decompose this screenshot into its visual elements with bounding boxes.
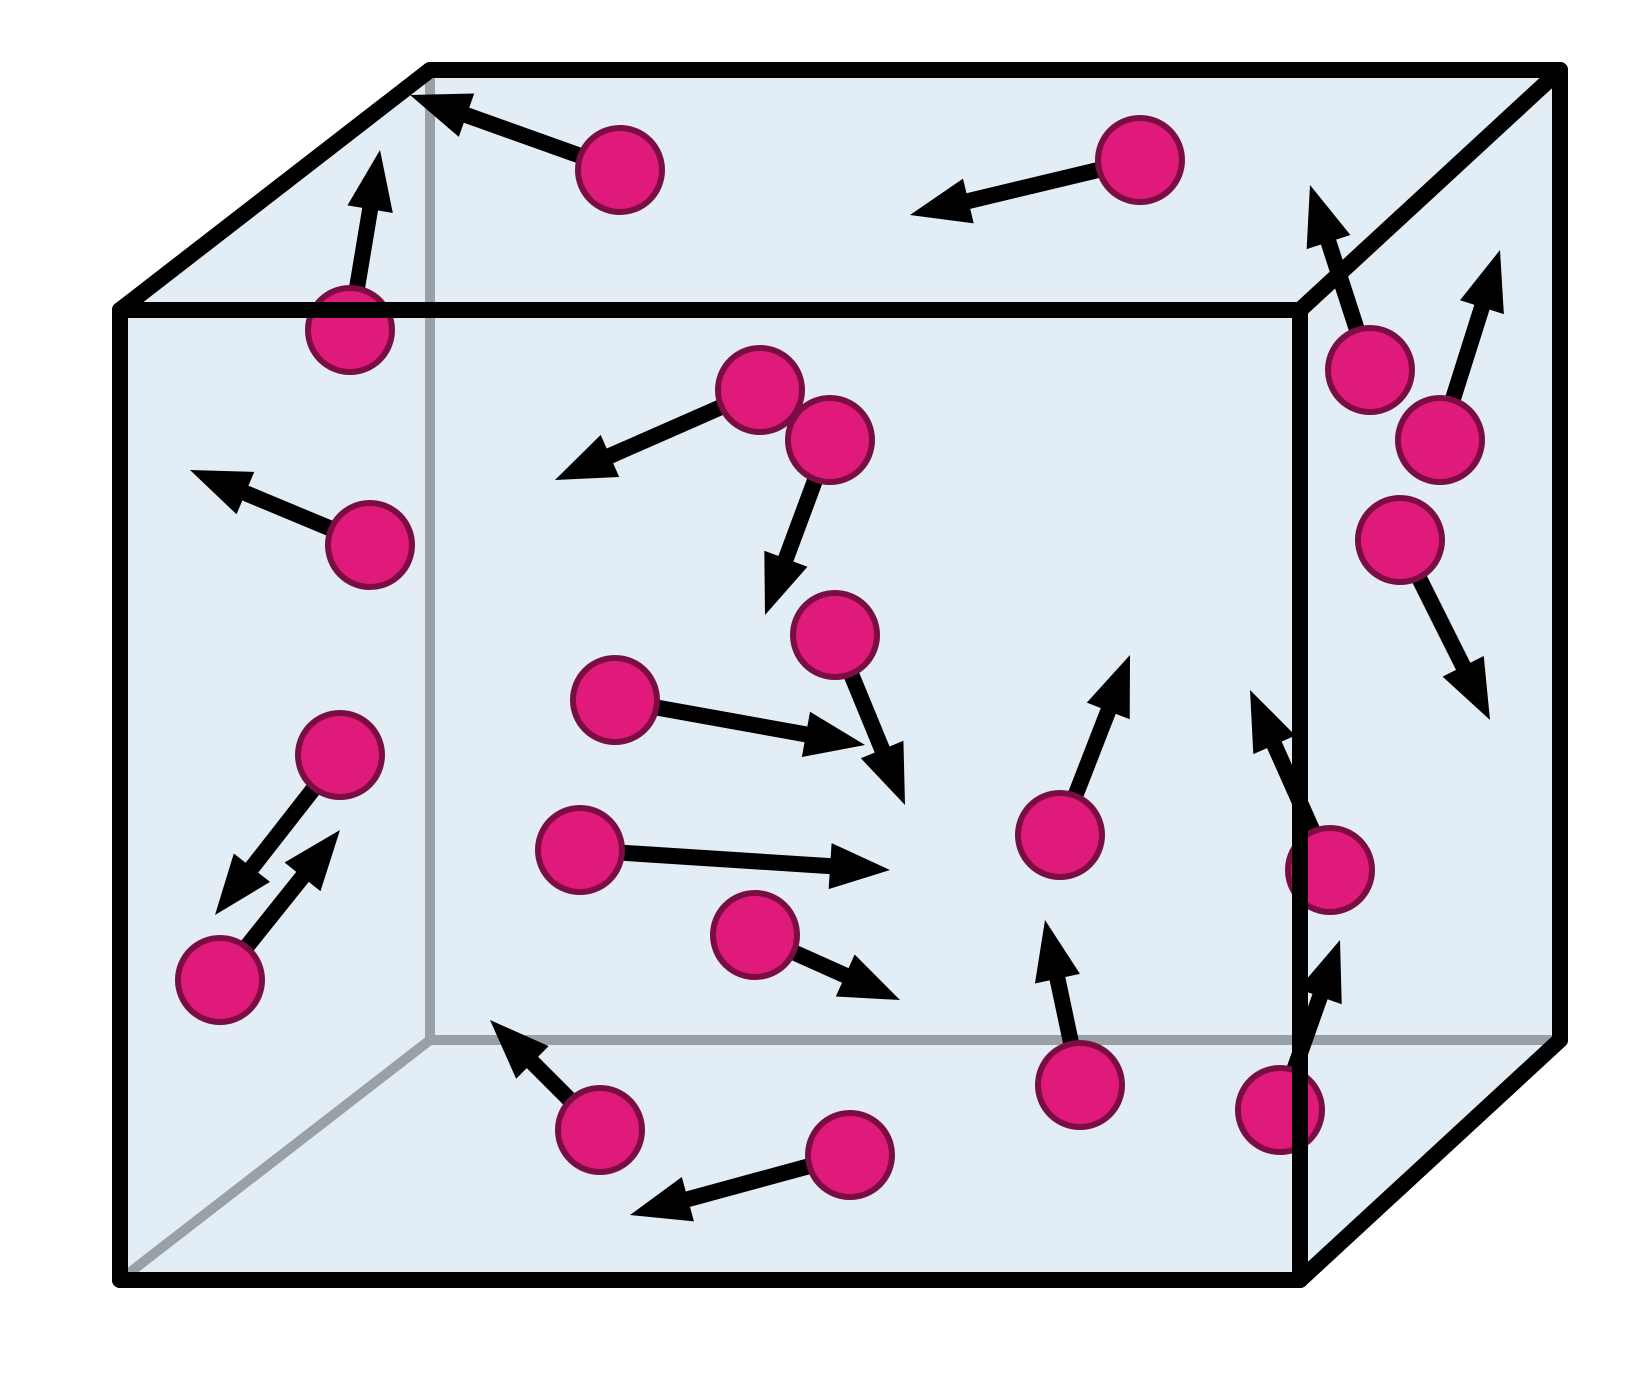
particle-dot [713, 893, 797, 977]
particle-dot [328, 503, 412, 587]
particle-dot [1398, 398, 1482, 482]
particle-dot [178, 938, 262, 1022]
particle-dot [1018, 793, 1102, 877]
particle-dot [788, 398, 872, 482]
particle-dot [1328, 328, 1412, 412]
particle-dot [298, 713, 382, 797]
particle-dot [578, 128, 662, 212]
particle-dot [573, 658, 657, 742]
particle-dot [308, 288, 392, 372]
particle-dot [1358, 498, 1442, 582]
gas-particle-cube-diagram [0, 0, 1648, 1397]
particle-dot [793, 593, 877, 677]
particle-dot [558, 1088, 642, 1172]
particle-dot [538, 808, 622, 892]
particle-dot [1098, 118, 1182, 202]
particle-dot [718, 348, 802, 432]
particle-dot [1238, 1068, 1322, 1152]
particle-dot [1038, 1043, 1122, 1127]
particle-dot [808, 1113, 892, 1197]
